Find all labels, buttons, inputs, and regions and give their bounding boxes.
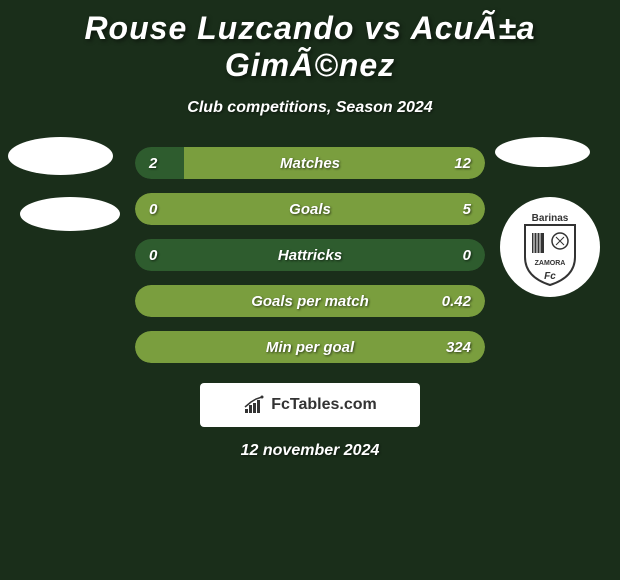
player-right-club-logo: Barinas ZAMORA Fc: [500, 197, 600, 297]
stat-label: Matches: [135, 155, 485, 172]
player-left-avatar-1: [8, 137, 113, 175]
stat-value-right: 12: [454, 155, 471, 172]
stat-row-goals: 0 Goals 5: [135, 193, 485, 225]
stat-row-min-per-goal: Min per goal 324: [135, 331, 485, 363]
page-title: Rouse Luzcando vs AcuÃ±a GimÃ©nez: [0, 10, 620, 84]
stat-label: Goals: [135, 201, 485, 218]
footer-brand-text: FcTables.com: [271, 396, 377, 414]
stat-label: Min per goal: [135, 339, 485, 356]
club-name-text: Barinas: [532, 213, 569, 224]
stat-value-right: 5: [463, 201, 471, 218]
stat-value-right: 0.42: [442, 293, 471, 310]
stat-value-right: 0: [463, 247, 471, 264]
main-container: Rouse Luzcando vs AcuÃ±a GimÃ©nez Club c…: [0, 0, 620, 470]
stat-row-goals-per-match: Goals per match 0.42: [135, 285, 485, 317]
footer-brand-box[interactable]: FcTables.com: [200, 383, 420, 427]
stats-area: 2 Matches 12 0 Goals 5 0 Hattricks 0: [135, 147, 485, 363]
stat-row-matches: 2 Matches 12: [135, 147, 485, 179]
stat-value-right: 324: [446, 339, 471, 356]
club-logo-icon: Barinas ZAMORA Fc: [510, 207, 590, 287]
svg-text:ZAMORA: ZAMORA: [535, 260, 566, 267]
page-subtitle: Club competitions, Season 2024: [0, 99, 620, 117]
date-text: 12 november 2024: [0, 442, 620, 460]
player-left-avatar-2: [20, 197, 120, 231]
chart-icon: [243, 395, 267, 415]
svg-text:Fc: Fc: [544, 271, 556, 282]
content-area: Barinas ZAMORA Fc 2 Matches: [0, 147, 620, 460]
stat-row-hattricks: 0 Hattricks 0: [135, 239, 485, 271]
stat-label: Hattricks: [135, 247, 485, 264]
player-right-avatar-1: [495, 137, 590, 167]
footer-logo: FcTables.com: [243, 395, 377, 415]
stat-label: Goals per match: [135, 293, 485, 310]
